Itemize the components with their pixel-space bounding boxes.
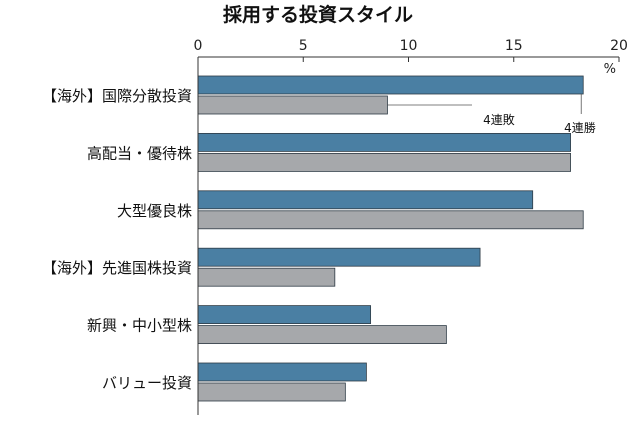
bar-series-2 [197, 382, 346, 402]
bar-series-1 [197, 247, 481, 267]
bar-series-1 [197, 75, 584, 95]
annotations: 4連敗 4連勝 [387, 94, 596, 135]
category-label: 大型優良株 [117, 202, 192, 220]
category-label: 【海外】先進国株投資 [42, 259, 192, 277]
annotation-label: 4連敗 [483, 112, 515, 127]
bar-series-1 [197, 190, 534, 210]
bar-series-2 [197, 152, 571, 172]
bar-series-2 [197, 210, 584, 230]
bar-series-1 [197, 305, 372, 325]
category-label: バリュー投資 [102, 374, 192, 392]
bars [197, 75, 584, 402]
category-label: 新興・中小型株 [87, 317, 192, 335]
x-axis-ticks: 0 5 10 15 20 [194, 38, 628, 62]
x-tick-label: 20 [610, 38, 628, 54]
x-tick-label: 10 [400, 38, 418, 54]
bar-series-2 [197, 267, 336, 287]
x-tick-label: 15 [505, 38, 523, 54]
bar-series-1 [197, 362, 367, 382]
x-tick-label: 5 [299, 38, 308, 54]
bar-series-2 [197, 325, 447, 345]
unit-label: % [604, 62, 616, 77]
annotation-label: 4連勝 [564, 120, 596, 135]
x-tick-label: 0 [194, 38, 203, 54]
bar-series-2 [197, 95, 388, 115]
category-label: 【海外】国際分散投資 [42, 87, 192, 105]
category-label: 高配当・優待株 [87, 144, 192, 162]
bar-series-1 [197, 132, 571, 152]
category-labels: 【海外】国際分散投資高配当・優待株大型優良株【海外】先進国株投資新興・中小型株バ… [42, 87, 192, 392]
chart-title: 採用する投資スタイル [223, 3, 413, 26]
